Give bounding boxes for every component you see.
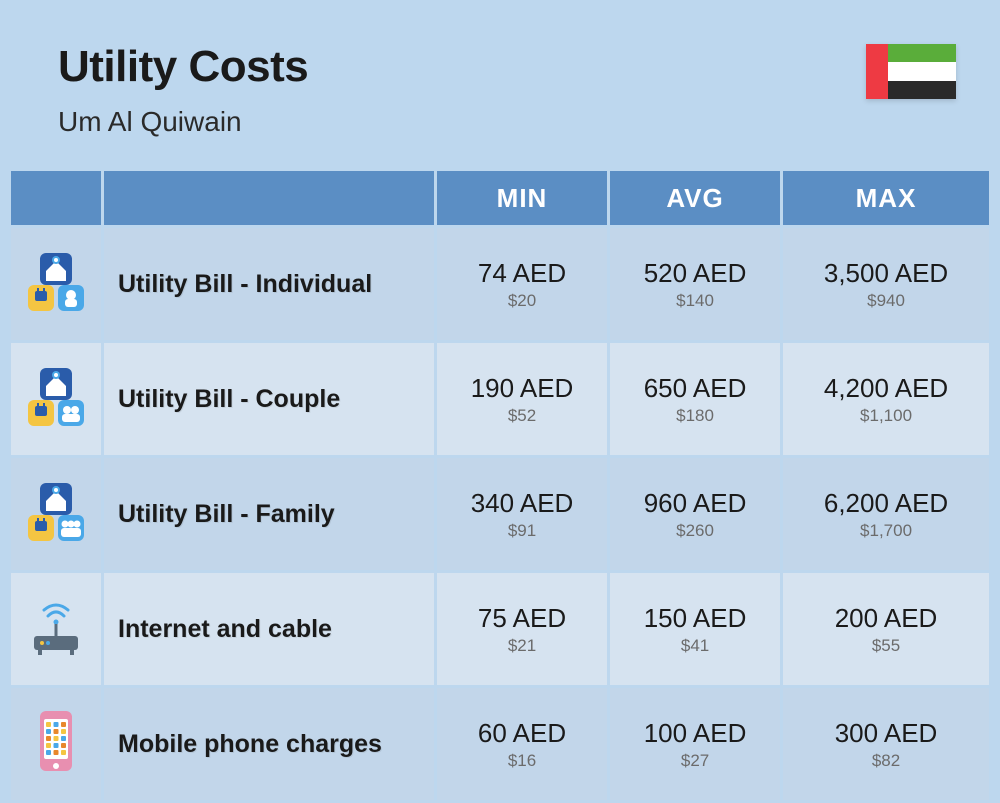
utility-couple-icon	[26, 366, 86, 433]
avg-secondary: $41	[610, 636, 780, 656]
max-primary: 300 AED	[783, 718, 989, 749]
max-secondary: $1,100	[783, 406, 989, 426]
min-primary: 190 AED	[437, 373, 607, 404]
title-block: Utility Costs Um Al Quiwain	[58, 42, 308, 138]
cell-max: 200 AED $55	[783, 573, 989, 685]
table-row: Utility Bill - Family 340 AED $91 960 AE…	[11, 458, 989, 570]
min-primary: 75 AED	[437, 603, 607, 634]
internet-router-icon	[26, 596, 86, 663]
icon-cell	[11, 573, 101, 685]
icon-cell	[11, 228, 101, 340]
min-secondary: $20	[437, 291, 607, 311]
avg-primary: 960 AED	[610, 488, 780, 519]
min-secondary: $21	[437, 636, 607, 656]
avg-primary: 150 AED	[610, 603, 780, 634]
max-secondary: $940	[783, 291, 989, 311]
avg-primary: 650 AED	[610, 373, 780, 404]
utility-individual-icon	[26, 251, 86, 318]
avg-primary: 520 AED	[610, 258, 780, 289]
min-primary: 74 AED	[437, 258, 607, 289]
avg-secondary: $260	[610, 521, 780, 541]
min-primary: 340 AED	[437, 488, 607, 519]
page-subtitle: Um Al Quiwain	[58, 106, 308, 138]
header: Utility Costs Um Al Quiwain	[0, 0, 1000, 168]
icon-cell	[11, 688, 101, 800]
header-icon-col	[11, 171, 101, 225]
costs-table: MIN AVG MAX	[0, 168, 1000, 803]
header-avg: AVG	[610, 171, 780, 225]
cell-avg: 650 AED $180	[610, 343, 780, 455]
mobile-phone-icon	[34, 707, 78, 782]
icon-cell	[11, 343, 101, 455]
cell-max: 300 AED $82	[783, 688, 989, 800]
max-secondary: $55	[783, 636, 989, 656]
table-row: Utility Bill - Couple 190 AED $52 650 AE…	[11, 343, 989, 455]
table-row: Mobile phone charges 60 AED $16 100 AED …	[11, 688, 989, 800]
cell-avg: 100 AED $27	[610, 688, 780, 800]
min-secondary: $16	[437, 751, 607, 771]
cell-min: 60 AED $16	[437, 688, 607, 800]
cell-min: 340 AED $91	[437, 458, 607, 570]
header-label-col	[104, 171, 434, 225]
min-primary: 60 AED	[437, 718, 607, 749]
min-secondary: $91	[437, 521, 607, 541]
table-header-row: MIN AVG MAX	[11, 171, 989, 225]
table-row: Internet and cable 75 AED $21 150 AED $4…	[11, 573, 989, 685]
cell-min: 75 AED $21	[437, 573, 607, 685]
cell-min: 190 AED $52	[437, 343, 607, 455]
uae-flag-icon	[866, 44, 956, 99]
icon-cell	[11, 458, 101, 570]
min-secondary: $52	[437, 406, 607, 426]
row-label: Internet and cable	[104, 573, 434, 685]
page-title: Utility Costs	[58, 42, 308, 92]
avg-secondary: $27	[610, 751, 780, 771]
cell-avg: 520 AED $140	[610, 228, 780, 340]
max-primary: 200 AED	[783, 603, 989, 634]
row-label: Utility Bill - Couple	[104, 343, 434, 455]
cell-min: 74 AED $20	[437, 228, 607, 340]
utility-family-icon	[26, 481, 86, 548]
row-label: Mobile phone charges	[104, 688, 434, 800]
cell-max: 6,200 AED $1,700	[783, 458, 989, 570]
cell-max: 3,500 AED $940	[783, 228, 989, 340]
row-label: Utility Bill - Individual	[104, 228, 434, 340]
max-secondary: $82	[783, 751, 989, 771]
header-max: MAX	[783, 171, 989, 225]
avg-secondary: $180	[610, 406, 780, 426]
table-row: Utility Bill - Individual 74 AED $20 520…	[11, 228, 989, 340]
cell-max: 4,200 AED $1,100	[783, 343, 989, 455]
max-primary: 6,200 AED	[783, 488, 989, 519]
header-min: MIN	[437, 171, 607, 225]
row-label: Utility Bill - Family	[104, 458, 434, 570]
cell-avg: 150 AED $41	[610, 573, 780, 685]
max-secondary: $1,700	[783, 521, 989, 541]
max-primary: 3,500 AED	[783, 258, 989, 289]
avg-secondary: $140	[610, 291, 780, 311]
infographic-container: Utility Costs Um Al Quiwain MIN AVG MAX	[0, 0, 1000, 776]
cell-avg: 960 AED $260	[610, 458, 780, 570]
max-primary: 4,200 AED	[783, 373, 989, 404]
avg-primary: 100 AED	[610, 718, 780, 749]
